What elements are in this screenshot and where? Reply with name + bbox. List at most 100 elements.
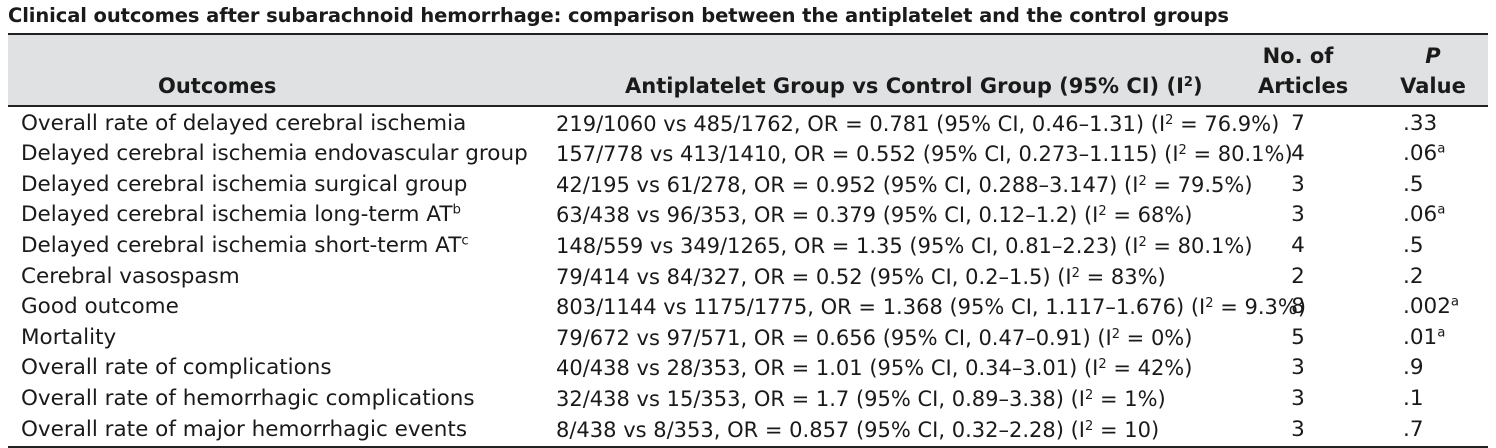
header-comparison-sup: 2: [1183, 74, 1193, 90]
p-value-text: .33: [1403, 110, 1438, 136]
comparison-text: 32/438 vs 15/353, OR = 1.7 (95% CI, 0.89…: [556, 386, 1085, 411]
outcomes-table: Outcomes Antiplatelet Group vs Control G…: [8, 33, 1488, 448]
p-value-text: .06: [1403, 141, 1438, 167]
table-row: Mortality 79/672 vs 97/571, OR = 0.656 (9…: [8, 323, 1488, 354]
outcome-cell: Overall rate of major hemorrhagic events: [21, 415, 467, 446]
outcome-cell: Mortality: [21, 323, 116, 354]
header-comparison-text: Antiplatelet Group vs Control Group (95%…: [625, 74, 1184, 98]
comparison-cell: 79/414 vs 84/327, OR = 0.52 (95% CI, 0.2…: [556, 262, 1166, 293]
articles-cell: 2: [1291, 263, 1305, 289]
comparison-cell: 8/438 vs 8/353, OR = 0.857 (95% CI, 0.32…: [556, 415, 1159, 446]
outcome-cell: Delayed cerebral ischemia surgical group: [21, 170, 467, 201]
comparison-text: 79/672 vs 97/571, OR = 0.656 (95% CI, 0.…: [556, 325, 1112, 350]
comparison-tail: = 68%): [1106, 203, 1193, 228]
header-articles: No. of Articles: [1258, 41, 1349, 101]
table-row: Delayed cerebral ischemia long-term ATb 6…: [8, 200, 1488, 231]
comparison-cell: 148/559 vs 349/1265, OR = 1.35 (95% CI, …: [556, 231, 1253, 262]
i-squared-sup: 2: [1111, 326, 1120, 342]
header-comparison: Antiplatelet Group vs Control Group (95%…: [625, 71, 1203, 101]
header-articles-line1: No. of: [1262, 44, 1334, 68]
outcome-text: Delayed cerebral ischemia surgical group: [21, 171, 468, 197]
p-value-footnote: a: [1437, 202, 1446, 218]
header-articles-line2: Articles: [1258, 74, 1349, 98]
comparison-text: 42/195 vs 61/278, OR = 0.952 (95% CI, 0.…: [556, 172, 1139, 197]
outcome-cell: Good outcome: [21, 292, 179, 323]
comparison-tail: = 83%): [1079, 264, 1166, 289]
p-value-text: .01: [1403, 324, 1438, 350]
outcome-text: Delayed cerebral ischemia long-term AT: [21, 202, 453, 228]
outcome-text: Cerebral vasospasm: [21, 263, 240, 289]
p-value-cell: .5: [1403, 231, 1424, 262]
outcome-cell: Overall rate of complications: [21, 353, 332, 384]
p-value-cell: .2: [1403, 262, 1424, 293]
p-value-footnote: a: [1450, 294, 1460, 310]
header-p-line2: Value: [1400, 74, 1466, 98]
table-header: Outcomes Antiplatelet Group vs Control G…: [8, 35, 1488, 105]
header-outcomes: Outcomes: [158, 74, 277, 98]
table-top-rule: [8, 33, 1488, 35]
comparison-cell: 79/672 vs 97/571, OR = 0.656 (95% CI, 0.…: [556, 323, 1192, 354]
comparison-text: 803/1144 vs 1175/1775, OR = 1.368 (95% C…: [556, 295, 1206, 320]
comparison-tail: = 0%): [1120, 325, 1193, 350]
p-value-text: .9: [1403, 355, 1424, 381]
table-row: Overall rate of hemorrhagic complication…: [8, 384, 1488, 415]
outcome-text: Mortality: [21, 324, 117, 350]
comparison-cell: 63/438 vs 96/353, OR = 0.379 (95% CI, 0.…: [556, 200, 1192, 231]
outcome-text: Delayed cerebral ischemia endovascular g…: [21, 141, 528, 167]
table-caption: Clinical outcomes after subarachnoid hem…: [8, 4, 1229, 27]
p-value-cell: .7: [1403, 415, 1424, 446]
articles-cell: 3: [1291, 385, 1305, 411]
comparison-text: 148/559 vs 349/1265, OR = 1.35 (95% CI, …: [556, 233, 1139, 258]
articles-cell: 3: [1291, 202, 1305, 228]
comparison-tail: = 1%): [1093, 386, 1166, 411]
comparison-cell: 219/1060 vs 485/1762, OR = 0.781 (95% CI…: [556, 109, 1279, 140]
comparison-cell: 157/778 vs 413/1410, OR = 0.552 (95% CI,…: [556, 139, 1293, 170]
articles-cell: 3: [1291, 355, 1305, 381]
comparison-tail: = 80.1%): [1146, 233, 1253, 258]
i-squared-sup: 2: [1085, 418, 1094, 434]
p-value-cell: .06a: [1403, 139, 1445, 170]
p-value-cell: .002a: [1403, 292, 1459, 323]
outcome-cell: Delayed cerebral ischemia long-term ATb: [21, 200, 461, 231]
table-row: Delayed cerebral ischemia short-term ATc…: [8, 231, 1488, 262]
comparison-text: 63/438 vs 96/353, OR = 0.379 (95% CI, 0.…: [556, 203, 1099, 228]
comparison-tail: = 42%): [1106, 356, 1193, 381]
header-p-value: P Value: [1388, 41, 1478, 101]
i-squared-sup: 2: [1098, 204, 1107, 220]
outcome-text: Overall rate of hemorrhagic complication…: [21, 385, 475, 411]
comparison-cell: 42/195 vs 61/278, OR = 0.952 (95% CI, 0.…: [556, 170, 1253, 201]
articles-cell: 3: [1291, 171, 1305, 197]
table-row: Delayed cerebral ischemia endovascular g…: [8, 139, 1488, 170]
i-squared-sup: 2: [1165, 112, 1174, 128]
outcome-footnote: b: [452, 202, 461, 218]
comparison-text: 40/438 vs 28/353, OR = 1.01 (95% CI, 0.3…: [556, 356, 1099, 381]
p-value-cell: .5: [1403, 170, 1424, 201]
articles-cell: 4: [1291, 232, 1305, 258]
header-comparison-end: ): [1192, 74, 1203, 98]
i-squared-sup: 2: [1138, 173, 1147, 189]
i-squared-sup: 2: [1071, 265, 1080, 281]
p-value-text: .1: [1403, 385, 1424, 411]
p-value-cell: .9: [1403, 353, 1424, 384]
outcome-cell: Overall rate of delayed cerebral ischemi…: [21, 109, 466, 140]
comparison-text: 157/778 vs 413/1410, OR = 0.552 (95% CI,…: [556, 142, 1179, 167]
comparison-text: 79/414 vs 84/327, OR = 0.52 (95% CI, 0.2…: [556, 264, 1072, 289]
comparison-text: 219/1060 vs 485/1762, OR = 0.781 (95% CI…: [556, 111, 1166, 136]
comparison-cell: 40/438 vs 28/353, OR = 1.01 (95% CI, 0.3…: [556, 353, 1192, 384]
table-row: Overall rate of major hemorrhagic events…: [8, 415, 1488, 446]
outcome-cell: Delayed cerebral ischemia endovascular g…: [21, 139, 528, 170]
articles-cell: 5: [1291, 324, 1305, 350]
i-squared-sup: 2: [1178, 142, 1187, 158]
p-value-text: .2: [1403, 263, 1424, 289]
p-value-text: .5: [1403, 171, 1424, 197]
comparison-cell: 803/1144 vs 1175/1775, OR = 1.368 (95% C…: [556, 292, 1306, 323]
articles-cell: 7: [1291, 110, 1305, 136]
comparison-tail: = 76.9%): [1173, 111, 1280, 136]
outcome-text: Overall rate of complications: [21, 355, 332, 381]
p-value-text: .7: [1403, 416, 1424, 442]
outcome-cell: Cerebral vasospasm: [21, 262, 240, 293]
outcome-text: Overall rate of delayed cerebral ischemi…: [21, 110, 467, 136]
comparison-tail: = 79.5%): [1146, 172, 1253, 197]
p-value-text: .5: [1403, 232, 1424, 258]
i-squared-sup: 2: [1138, 234, 1147, 250]
